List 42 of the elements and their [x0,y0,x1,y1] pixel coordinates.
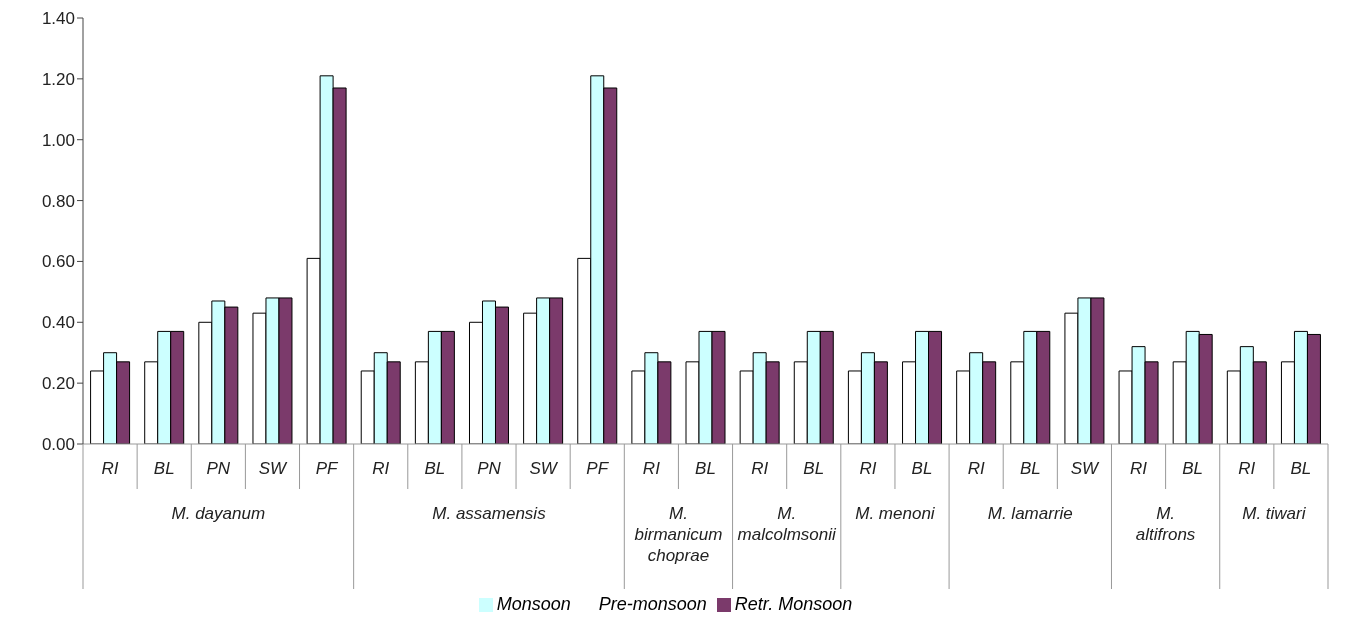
x-tick-label: PN [477,459,502,478]
y-tick-label: 1.00 [41,130,75,150]
x-tick-label: RI [859,459,877,478]
text: M. lamarrie [987,504,1073,523]
x-tick-label: BL [424,459,446,478]
x-tick-label: BL [911,459,933,478]
x-tick-label: BL [153,459,175,478]
y-tick-label: 1.20 [41,69,75,89]
x-tick-label: PF [586,459,610,478]
x-tick-label: BL [803,459,825,478]
x-tick-label: PF [315,459,340,478]
x-tick-label: BL [1019,459,1041,478]
y-tick-label: 0.80 [41,191,75,211]
y-tick-label: 0.00 [41,435,75,455]
x-tick-label: RI [1238,459,1256,478]
x-tick-label: BL [1290,459,1312,478]
x-tick-label: RI [751,459,769,478]
x-tick-label: RI [1130,459,1148,478]
x-tick-label: RI [642,459,661,478]
y-tick-label: 0.60 [41,252,75,272]
text: M. birmanicum choprae [634,504,723,565]
x-tick-label: SW [1070,459,1101,478]
text: M. dayanum [171,504,266,523]
text: M. altifrons [1135,504,1196,544]
text: M. assamensis [432,504,547,523]
x-tick-label: RI [101,459,119,478]
x-tick-label: RI [967,459,985,478]
y-tick-label: 0.40 [41,313,75,333]
text: M. tiwari [1242,504,1307,523]
x-tick-label: BL [695,459,716,478]
x-tick-label: SW [258,459,289,478]
x-tick-label: PN [206,459,231,478]
x-tick-label: RI [372,459,390,478]
x-tick-label: SW [529,459,559,478]
y-tick-label: 1.40 [41,9,75,29]
legend-label: Retr. Monsoon [734,594,853,614]
x-tick-label: BL [1182,459,1204,478]
text: M. menoni [855,504,936,523]
text: M. malcolmsonii [737,504,838,544]
y-tick-label: 0.20 [41,374,75,394]
text: Pre-monsoon [598,594,707,614]
legend-label: Monsoon [496,594,571,614]
